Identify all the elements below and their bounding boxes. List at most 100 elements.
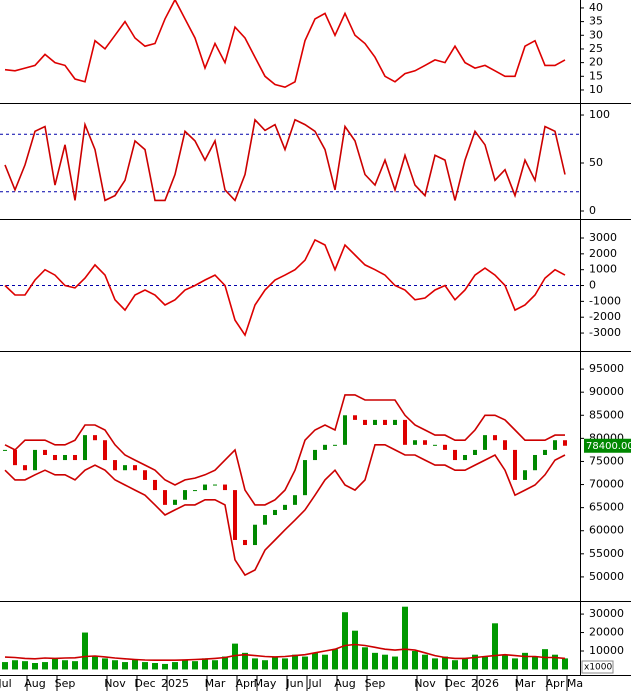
candle <box>233 490 237 540</box>
x-tick-label: Jul <box>0 677 12 690</box>
x-tick-label: Sep <box>55 677 76 690</box>
candle <box>173 499 177 505</box>
unit-box <box>581 660 614 674</box>
x-tick-label: 2026 <box>471 677 499 690</box>
volume-bar <box>442 656 448 670</box>
y-tick-label: -3000 <box>589 326 621 339</box>
volume-bar <box>252 658 258 670</box>
candle <box>533 454 537 471</box>
x-tick-label: Aug <box>334 677 355 690</box>
volume-bar <box>272 656 278 670</box>
line-series <box>4 238 566 337</box>
volume-bar <box>482 656 488 670</box>
y-tick-label: 70000 <box>589 478 624 491</box>
candle <box>73 454 77 461</box>
candle <box>153 479 157 491</box>
candle <box>283 504 287 510</box>
candle <box>293 495 297 505</box>
volume-bar <box>142 662 148 670</box>
candle <box>83 435 87 461</box>
candle <box>523 470 527 480</box>
y-tick-label: 20000 <box>589 626 624 639</box>
volume-bar <box>322 654 328 670</box>
volume-bar <box>522 652 528 670</box>
candle <box>363 419 367 425</box>
y-tick-label: 15 <box>589 69 603 82</box>
candle <box>393 419 397 425</box>
candle <box>543 449 547 455</box>
y-tick-label: 10000 <box>589 644 624 657</box>
candle <box>453 449 457 461</box>
volume-bar <box>372 652 378 670</box>
volume-bar <box>512 658 518 670</box>
x-tick-label: Dec <box>134 677 155 690</box>
y-tick-label: 2000 <box>589 247 617 260</box>
y-tick-label: 55000 <box>589 547 624 560</box>
volume-bar <box>362 647 368 670</box>
volume-bar <box>242 652 248 670</box>
x-tick-label: Nov <box>414 677 436 690</box>
volume-bar <box>562 658 568 670</box>
volume-bar <box>182 660 188 670</box>
volume-bar <box>552 654 558 670</box>
candle <box>473 449 477 455</box>
y-tick-label: 40 <box>589 1 603 14</box>
x-tick-label: Sep <box>365 677 386 690</box>
y-tick-label: 30 <box>589 28 603 41</box>
candle <box>183 490 187 500</box>
volume-bar <box>152 663 158 670</box>
candle <box>383 419 387 425</box>
candle <box>333 444 337 446</box>
volume-bar <box>412 651 418 670</box>
volume-bar <box>452 660 458 670</box>
candle <box>273 509 277 516</box>
candle <box>53 454 57 461</box>
line-series <box>4 118 566 202</box>
volume-bar <box>302 656 308 670</box>
candle <box>143 470 147 480</box>
y-tick-label: 50 <box>589 156 603 169</box>
volume-bar <box>542 649 548 670</box>
volume-bar <box>422 654 428 670</box>
volume-bar <box>532 656 538 670</box>
candle <box>323 444 327 450</box>
y-tick-label: 90000 <box>589 385 624 398</box>
candle <box>163 490 167 505</box>
candle <box>223 484 227 491</box>
y-tick-label: 35 <box>589 15 603 28</box>
y-tick-label: 0 <box>589 204 596 217</box>
candle <box>43 449 47 455</box>
y-tick-label: 95000 <box>589 362 624 375</box>
candle <box>443 444 447 450</box>
volume-bar <box>162 663 168 670</box>
volume-bar <box>392 656 398 670</box>
candle <box>553 440 557 450</box>
candle <box>563 440 567 446</box>
y-tick-label: 75000 <box>589 454 624 467</box>
candle <box>103 440 107 461</box>
y-tick-label: 60000 <box>589 524 624 537</box>
x-tick-label: Mar <box>515 677 536 690</box>
y-tick-label: 65000 <box>589 501 624 514</box>
candle <box>493 435 497 441</box>
volume-bar <box>132 659 138 670</box>
candle <box>503 440 507 450</box>
volume-bar <box>232 643 238 670</box>
y-tick-label: 1000 <box>589 263 617 276</box>
volume-bar <box>222 656 228 670</box>
volume-bar <box>262 660 268 670</box>
x-tick-label: May <box>254 677 277 690</box>
volume-bar <box>332 649 338 670</box>
volume-bar <box>52 658 58 670</box>
candle <box>463 454 467 461</box>
volume-bar <box>382 654 388 670</box>
candle <box>403 419 407 445</box>
candle <box>33 449 37 471</box>
candle <box>93 435 97 441</box>
y-tick-label: 0 <box>589 279 596 292</box>
volume-bar <box>102 658 108 670</box>
volume-bar <box>22 661 28 670</box>
x-tick-label: Jul <box>307 677 321 690</box>
y-tick-label: 25 <box>589 42 603 55</box>
y-tick-label: 100 <box>589 108 610 121</box>
